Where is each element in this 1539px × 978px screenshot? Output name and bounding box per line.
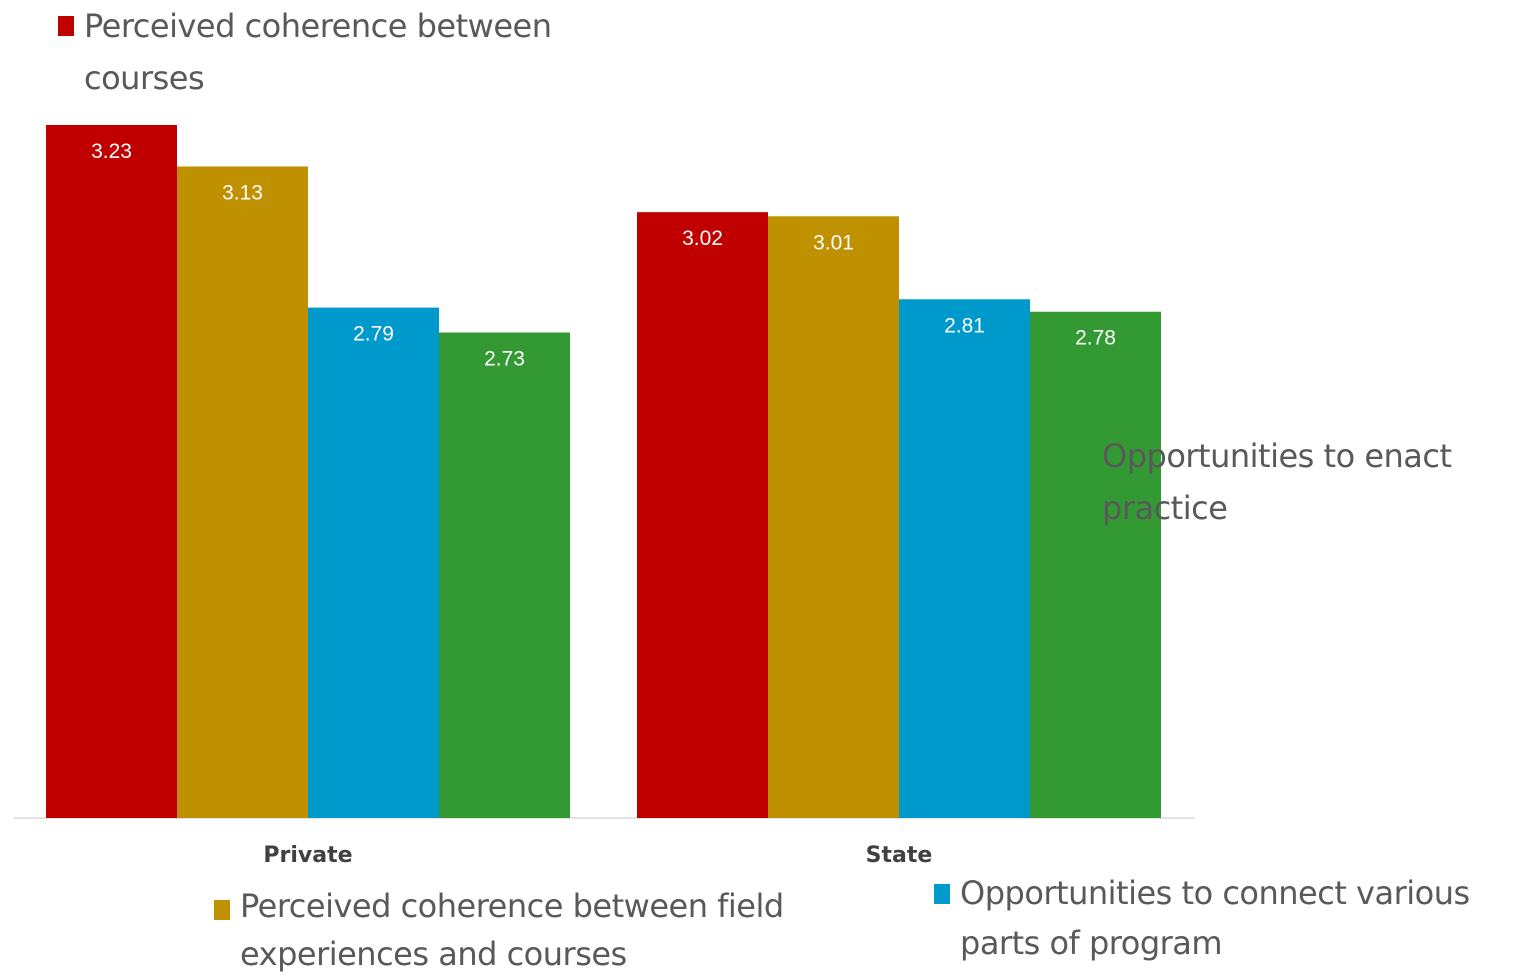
legend-label-series-3-line-1: Opportunities to connect various [960,874,1470,912]
data-label-state-series-1: 3.02 [682,227,723,250]
bar-state-series-2 [768,216,899,819]
data-label-state-series-4: 2.78 [1075,327,1116,350]
data-label-private-series-2: 3.13 [222,181,263,204]
bars-group [46,125,1161,819]
x-tick-labels-group: Private State [263,843,932,868]
legend-swatch-series-3 [934,884,950,904]
legend-swatch-series-2 [214,900,230,920]
legend-swatch-series-4 [1076,448,1092,468]
data-label-state-series-2: 3.01 [813,231,854,254]
legend-entry-series-4: Opportunities to enact practice [1076,430,1539,534]
legend-swatch-series-1 [58,16,74,36]
legend-label-series-3-line-2: parts of program [960,924,1223,962]
legend-entry-series-2: Perceived coherence between field experi… [214,882,784,978]
legend-entry-series-3: Opportunities to connect various parts o… [934,868,1470,968]
legend-label-series-1-line-2: courses [84,59,205,97]
bar-private-series-3 [308,307,439,818]
bar-state-series-4 [1030,311,1161,818]
bar-private-series-2 [177,166,308,818]
bar-state-series-1 [637,212,768,819]
legend-label-series-4: Opportunities to enact practice [1102,437,1452,527]
x-tick-label-state: State [866,843,933,868]
data-labels-group: 3.23 3.13 2.79 2.73 3.02 3.01 2.81 2.78 [91,140,1116,370]
legend-label-series-1-line-1: Perceived coherence between [84,7,552,45]
data-label-private-series-1: 3.23 [91,140,132,163]
data-label-state-series-3: 2.81 [944,314,985,337]
legend-entry-series-1: Perceived coherence between courses [58,0,552,104]
data-label-private-series-3: 2.79 [353,323,394,346]
bar-state-series-3 [899,299,1030,818]
data-label-private-series-4: 2.73 [484,347,525,370]
legend-label-series-2-line-2: experiences and courses [240,935,627,973]
legend-label-series-2-line-1: Perceived coherence between field [240,887,784,925]
x-tick-label-private: Private [263,843,352,868]
bar-private-series-4 [439,332,570,818]
bar-private-series-1 [46,125,177,818]
